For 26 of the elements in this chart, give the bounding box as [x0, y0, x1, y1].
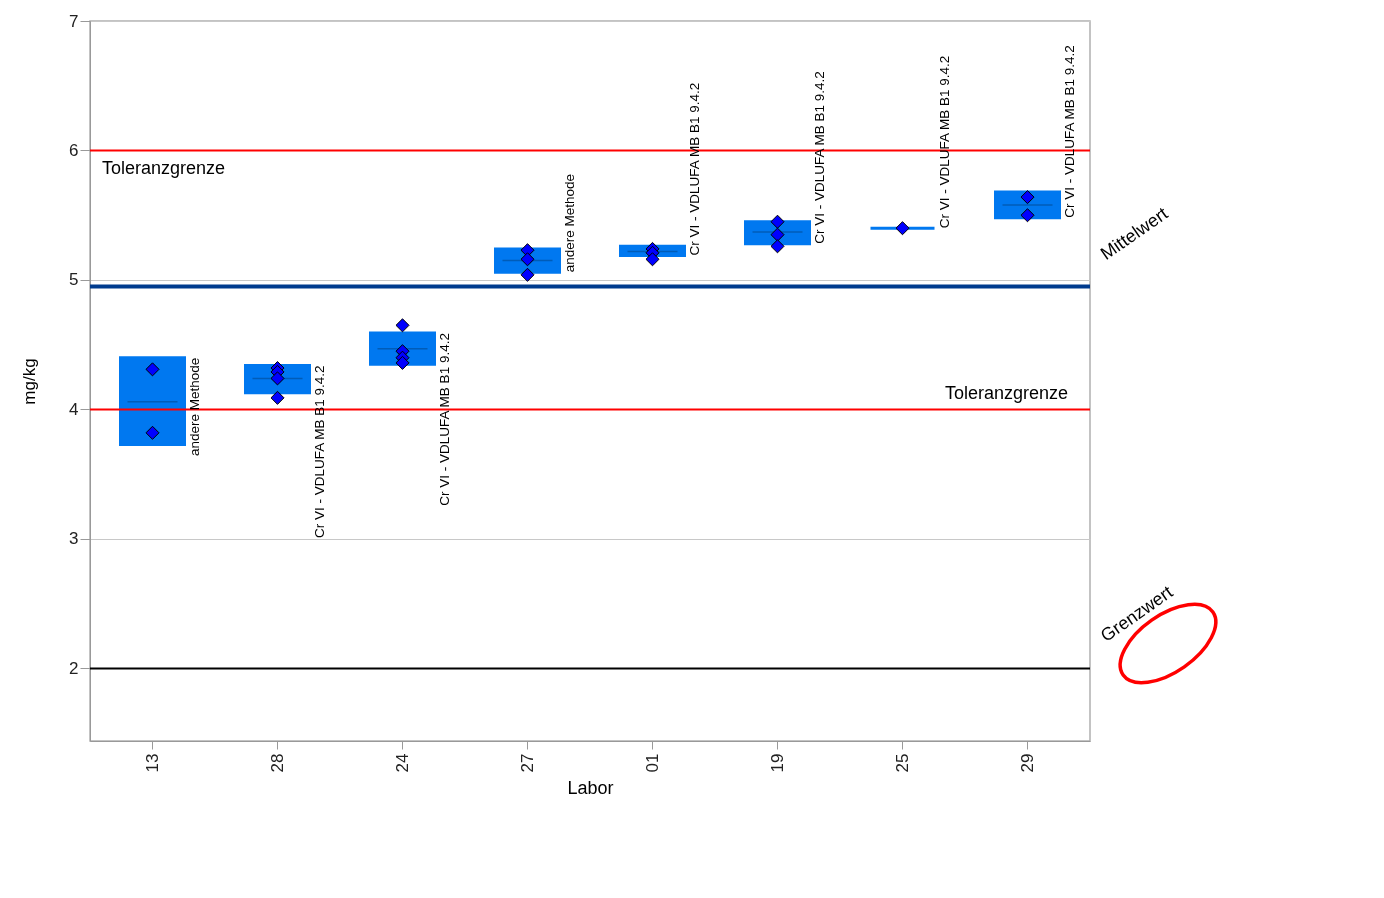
y-tick-label: 5	[69, 270, 79, 290]
annotation: andere Methode	[561, 173, 577, 273]
annotation: Cr VI - VDLUFA MB B1 9.4.2	[311, 365, 327, 539]
ref-line-label: Toleranzgrenze	[944, 383, 1068, 404]
x-tick-label: 28	[267, 753, 287, 773]
y-axis-title: mg/kg	[20, 358, 40, 405]
annotation: Cr VI - VDLUFA MB B1 9.4.2	[686, 82, 702, 256]
x-tick-label: 27	[517, 753, 537, 773]
annotation: andere Methode	[186, 357, 202, 457]
x-tick-label: 29	[1017, 753, 1037, 773]
annotation: Cr VI - VDLUFA MB B1 9.4.2	[436, 333, 452, 506]
y-tick-label: 2	[69, 658, 79, 678]
x-tick-label: 01	[642, 753, 662, 773]
y-tick-label: 6	[69, 141, 79, 160]
x-tick-label: 24	[392, 753, 412, 773]
y-tick-label: 4	[69, 399, 79, 419]
y-tick-label: 3	[69, 529, 79, 549]
x-tick-label: 19	[767, 753, 787, 773]
annotation: Cr VI - VDLUFA MB B1 9.4.2	[811, 71, 827, 244]
annotation: Cr VI - VDLUFA MB B1 9.4.2	[936, 55, 952, 229]
x-axis-title: Labor	[567, 778, 614, 799]
y-tick-label: 7	[69, 11, 79, 31]
x-tick-label: 13	[142, 753, 162, 773]
annotation: Cr VI - VDLUFA MB B1 9.4.2	[1061, 45, 1077, 218]
ref-line-label: Toleranzgrenze	[102, 158, 226, 179]
x-tick-label: 25	[892, 753, 912, 773]
